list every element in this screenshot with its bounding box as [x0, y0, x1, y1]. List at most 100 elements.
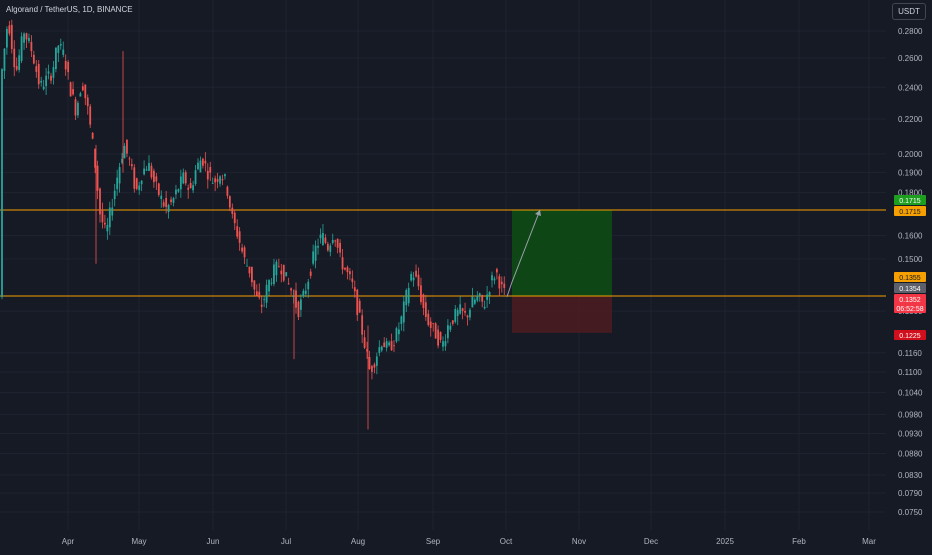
candle-body: [380, 346, 383, 351]
time-tick-label: Nov: [572, 537, 586, 546]
price-tick-label: 0.0930: [898, 429, 923, 438]
price-tick-label: 0.1100: [898, 368, 922, 377]
candle-body: [10, 24, 13, 49]
candle-body: [199, 160, 202, 173]
candle-body: [297, 301, 300, 318]
price-tick-label: 0.2000: [898, 150, 923, 159]
candle-body: [251, 266, 253, 283]
projection-path[interactable]: [506, 209, 541, 297]
price-tick-label: 0.1040: [898, 389, 923, 398]
projection-arrow[interactable]: [506, 209, 541, 297]
candle-body: [282, 264, 285, 281]
candle-body: [42, 86, 45, 90]
time-tick-label: Jun: [207, 537, 220, 546]
candle-body: [447, 325, 449, 339]
candle-body: [189, 183, 192, 189]
candle-body: [202, 158, 204, 166]
price-badge-bg: [894, 206, 926, 216]
candle-body: [116, 177, 119, 190]
time-tick-label: Feb: [792, 537, 806, 546]
price-badge-line: 0.1715: [894, 206, 926, 216]
candle-body: [30, 41, 33, 52]
candle-body: [37, 63, 40, 85]
candle-body: [228, 196, 231, 208]
candle-body: [368, 356, 371, 369]
candle-body: [69, 82, 72, 97]
candle-body: [373, 364, 376, 368]
candle-body: [336, 238, 339, 248]
price-tick-label: 0.1800: [898, 188, 923, 197]
time-tick-label: Jul: [281, 537, 291, 546]
candle-body: [248, 266, 251, 274]
candle-body: [339, 242, 341, 253]
candle-body: [277, 266, 280, 268]
candle-body: [486, 294, 488, 300]
price-badge-bg: [894, 294, 926, 304]
profit-zone: [512, 209, 612, 297]
candle-body: [135, 178, 138, 189]
candle-body: [496, 269, 498, 273]
candle-body: [466, 315, 469, 318]
candle-body: [265, 284, 268, 303]
price-badge-bg: [894, 303, 926, 313]
candle-body: [471, 296, 474, 308]
candle-body: [246, 265, 248, 267]
time-tick-label: Apr: [62, 537, 75, 546]
candle-body: [238, 231, 241, 243]
candle-body: [363, 337, 366, 348]
candle-body: [157, 183, 160, 195]
candle-body: [424, 302, 427, 317]
candle-body: [224, 174, 226, 177]
candle-body: [329, 245, 332, 252]
candle-body: [280, 270, 283, 275]
candle-body: [270, 282, 273, 284]
candle-body: [96, 165, 99, 191]
candle-body: [45, 75, 47, 87]
price-tick-label: 0.2600: [898, 54, 923, 63]
candle-body: [121, 158, 123, 163]
candle-body: [456, 310, 459, 316]
candle-body: [18, 55, 21, 70]
candle-body: [273, 264, 275, 284]
price-tick-label: 0.2400: [898, 83, 923, 92]
candle-body: [170, 199, 172, 203]
candle-body: [341, 257, 344, 270]
price-tick-label: 0.0880: [898, 450, 923, 459]
candle-body: [449, 325, 452, 330]
currency-button[interactable]: USDT: [892, 3, 926, 20]
candle-body: [302, 290, 305, 297]
candle-body: [437, 329, 439, 346]
candle-body: [395, 328, 398, 342]
horizontal-lines[interactable]: [0, 209, 886, 297]
time-axis[interactable]: Apr May Jun Jul Aug Sep Oct Nov Dec 2025 Feb Mar: [62, 537, 876, 546]
candle-body: [172, 198, 175, 203]
candle-body: [175, 189, 177, 195]
candle-body: [304, 290, 307, 294]
candle-body: [488, 292, 491, 296]
candle-body: [334, 240, 337, 242]
candle-body: [162, 202, 165, 207]
candle-body: [123, 145, 126, 159]
candle-body: [241, 247, 243, 252]
candle-body: [317, 245, 319, 248]
candle-body: [356, 289, 359, 316]
candles: [1, 19, 506, 430]
time-tick-label: Dec: [644, 537, 658, 546]
candle-body: [429, 321, 432, 328]
price-badge-last: 0.1352: [894, 294, 926, 304]
candle-body: [432, 323, 435, 324]
candle-body: [226, 186, 229, 196]
candle-body: [57, 45, 60, 53]
price-badge-label: 0.1355: [899, 275, 921, 282]
arrow-head-icon: [535, 209, 541, 216]
price-tick-label: 0.1900: [898, 169, 923, 178]
candle-body: [388, 342, 390, 346]
candle-body: [138, 185, 141, 191]
candle-body: [473, 299, 476, 304]
time-tick-label: Sep: [426, 537, 441, 546]
candle-body: [498, 276, 501, 289]
candle-body: [79, 93, 82, 97]
price-tick-label: 0.0790: [898, 489, 923, 498]
